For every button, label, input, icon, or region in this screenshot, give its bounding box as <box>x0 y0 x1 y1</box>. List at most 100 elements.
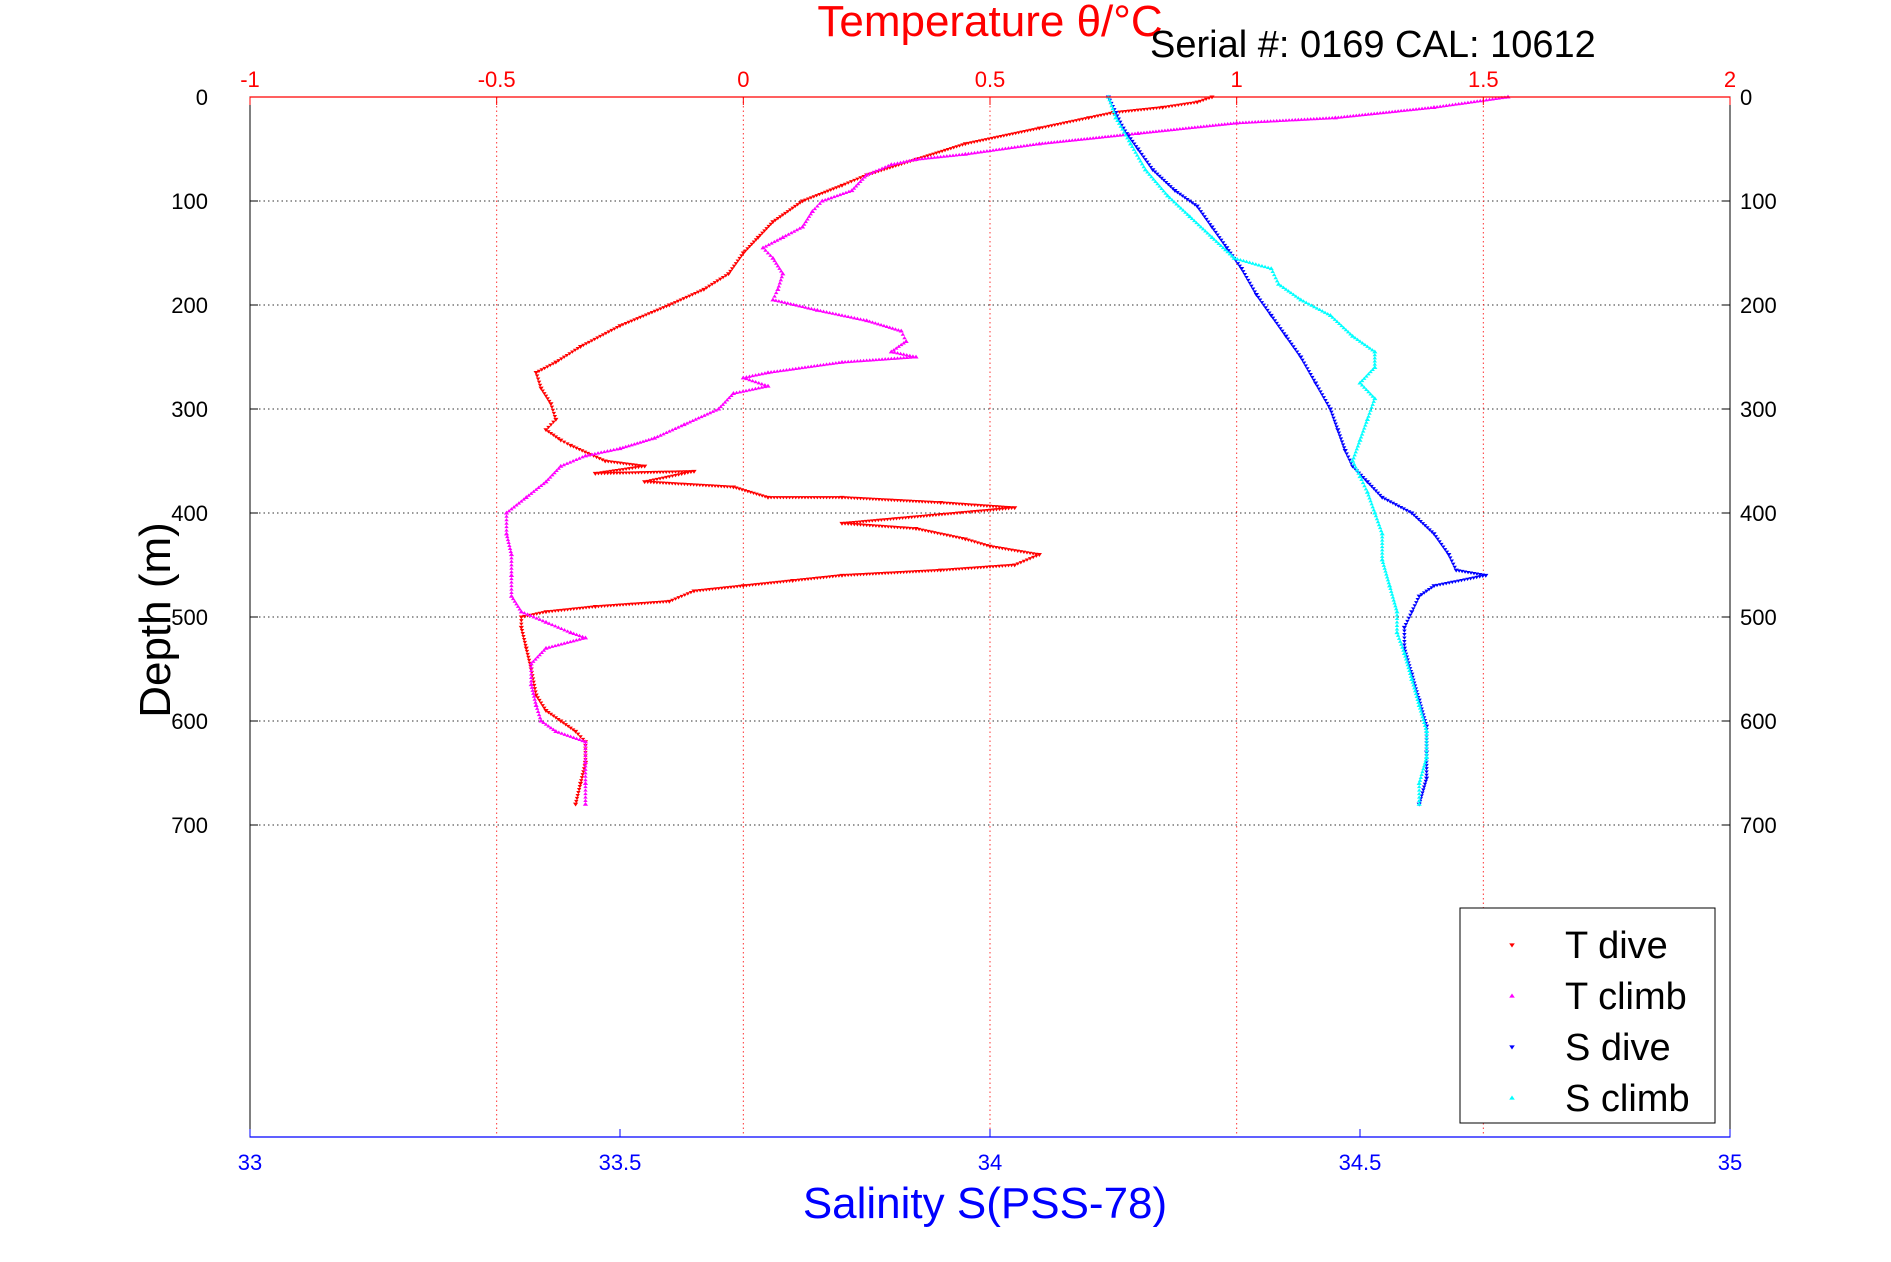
data-point <box>1389 589 1394 593</box>
data-point <box>1293 347 1298 352</box>
data-point <box>1156 129 1162 133</box>
data-point <box>901 570 906 575</box>
data-point <box>1345 455 1351 459</box>
data-point <box>740 389 746 393</box>
data-point <box>864 523 869 528</box>
data-point <box>1380 541 1385 545</box>
data-point <box>815 204 820 208</box>
data-point <box>1174 202 1179 206</box>
data-point <box>1018 144 1024 148</box>
data-point <box>1386 110 1392 114</box>
data-point <box>903 516 908 520</box>
data-point <box>1406 510 1412 514</box>
data-point <box>808 364 814 368</box>
data-point <box>898 570 903 575</box>
data-point <box>882 357 888 361</box>
data-point <box>808 212 813 216</box>
data-point <box>1407 668 1412 673</box>
data-point <box>748 490 753 495</box>
data-point <box>577 633 582 638</box>
data-point <box>1323 116 1329 120</box>
data-point <box>975 503 980 508</box>
data-point <box>771 581 777 585</box>
data-point <box>1172 189 1178 193</box>
data-point <box>931 152 936 156</box>
data-point <box>777 281 783 285</box>
data-point <box>849 359 854 363</box>
data-point <box>1129 132 1135 136</box>
data-point <box>553 417 559 422</box>
data-point <box>1416 594 1422 599</box>
data-point <box>1424 763 1429 768</box>
data-point <box>1296 296 1301 300</box>
data-point <box>845 522 851 526</box>
data-point <box>1422 782 1428 786</box>
data-point <box>742 489 748 493</box>
data-point <box>1114 133 1120 137</box>
data-point <box>750 387 755 391</box>
data-point <box>855 573 860 577</box>
data-point <box>894 517 899 521</box>
data-point <box>534 706 540 710</box>
data-point <box>1424 745 1429 749</box>
data-point <box>707 410 713 415</box>
data-point <box>633 471 638 475</box>
data-point <box>696 416 701 420</box>
data-point <box>845 359 851 364</box>
data-point <box>1446 553 1452 557</box>
data-point <box>1018 561 1024 565</box>
data-point <box>633 466 638 470</box>
data-point <box>1401 651 1407 655</box>
data-point <box>1046 140 1051 145</box>
data-point <box>1425 526 1430 530</box>
data-point <box>531 694 537 698</box>
data-point <box>1180 126 1186 130</box>
data-point <box>820 191 825 196</box>
data-point <box>620 468 626 472</box>
data-point <box>842 360 848 364</box>
data-point <box>1423 758 1428 762</box>
data-point <box>891 348 896 352</box>
data-point <box>1354 113 1359 117</box>
data-point <box>904 353 909 357</box>
data-point <box>856 181 861 186</box>
data-point <box>592 471 598 476</box>
data-point <box>1451 562 1456 566</box>
data-point <box>559 357 564 361</box>
data-point <box>543 619 549 624</box>
data-point <box>1357 113 1362 117</box>
data-point <box>678 423 684 428</box>
data-point <box>1144 130 1150 134</box>
data-point <box>870 170 876 174</box>
data-point <box>712 484 718 488</box>
data-point <box>1267 311 1272 315</box>
data-point <box>1076 137 1081 142</box>
data-point <box>929 569 934 573</box>
data-point <box>648 480 653 485</box>
salinity-axis-title: Salinity S(PSS-78) <box>803 1179 1167 1228</box>
data-point <box>620 471 626 475</box>
data-point <box>636 465 641 470</box>
data-point <box>805 197 811 201</box>
data-point <box>568 630 574 635</box>
data-point <box>1296 117 1301 122</box>
data-point <box>664 600 669 604</box>
data-point <box>1310 375 1315 380</box>
data-point <box>1367 411 1372 415</box>
data-point <box>972 503 977 507</box>
data-point <box>1394 616 1400 621</box>
data-point <box>566 724 571 729</box>
data-point <box>1394 623 1400 627</box>
data-point <box>907 526 913 531</box>
data-point <box>984 149 990 153</box>
data-point <box>667 470 672 474</box>
data-point <box>1321 396 1327 400</box>
data-point <box>960 143 965 147</box>
data-point <box>1342 114 1347 119</box>
data-point <box>1424 767 1429 771</box>
data-point <box>1355 337 1360 341</box>
data-point <box>818 496 823 500</box>
data-point <box>551 420 556 424</box>
data-point <box>1231 121 1236 125</box>
data-point <box>1388 500 1393 504</box>
